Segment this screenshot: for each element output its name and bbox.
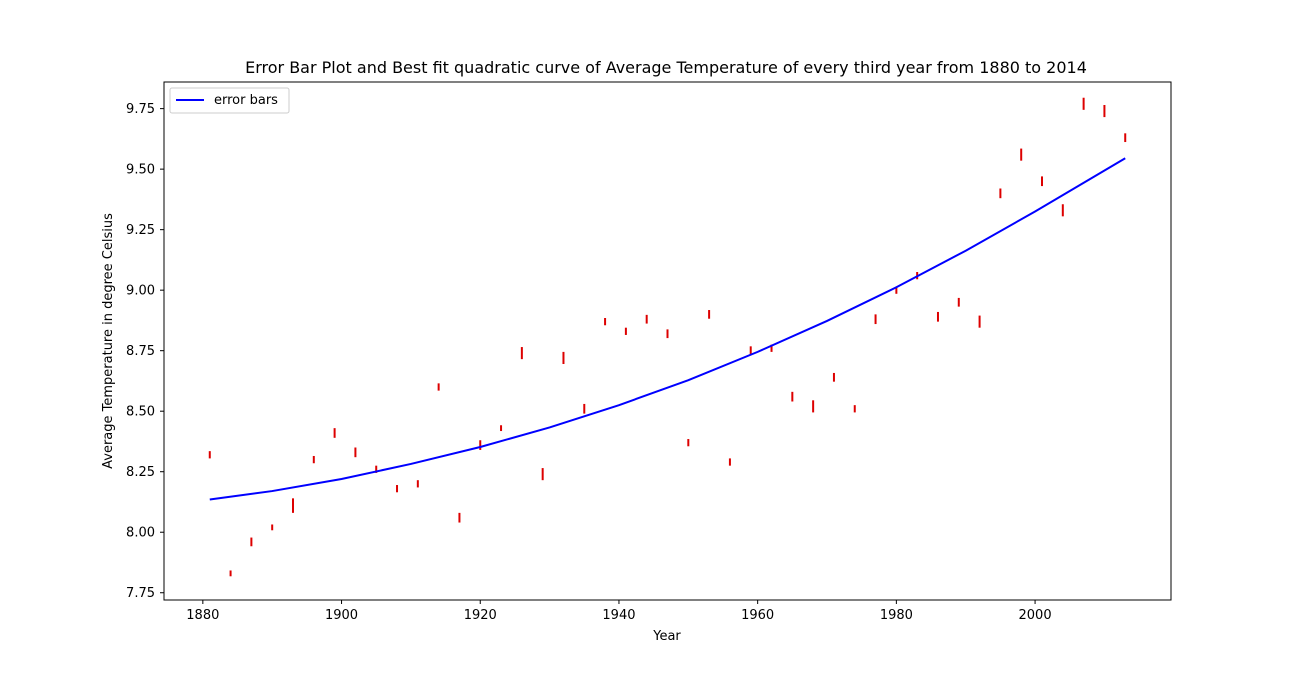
x-tick-label: 1880 [186, 608, 219, 623]
axes-frame [163, 81, 1172, 601]
y-tick-label: 9.50 [126, 163, 155, 178]
x-axis-label: Year [652, 629, 681, 644]
plot-area [208, 97, 1127, 577]
x-tick-label: 2000 [1019, 608, 1052, 623]
y-axis-label: Average Temperature in degree Celsius [101, 213, 116, 469]
x-tick-label: 1980 [880, 608, 913, 623]
y-tick-label: 9.25 [126, 223, 155, 238]
x-tick-label: 1960 [741, 608, 774, 623]
y-tick-label: 8.00 [126, 526, 155, 541]
x-axis: 1880 1900 1920 1940 1960 1980 2000 [186, 600, 1052, 623]
y-tick-label: 8.25 [126, 465, 155, 480]
chart-title: Error Bar Plot and Best fit quadratic cu… [245, 58, 1087, 77]
x-tick-label: 1920 [464, 608, 497, 623]
x-tick-label: 1900 [325, 608, 358, 623]
y-tick-label: 9.00 [126, 284, 155, 299]
y-tick-label: 8.75 [126, 344, 155, 359]
x-tick-label: 1940 [602, 608, 635, 623]
legend-box [169, 87, 290, 114]
y-tick-label: 7.75 [126, 586, 155, 601]
y-tick-label: 8.50 [126, 405, 155, 420]
legend: error bars [169, 87, 290, 114]
legend-label: error bars [214, 93, 278, 108]
y-tick-label: 9.75 [126, 102, 155, 117]
fit-line [209, 157, 1126, 501]
y-axis: 7.75 8.00 8.25 8.50 8.75 9.00 9.25 9.50 9.75 [126, 102, 164, 601]
